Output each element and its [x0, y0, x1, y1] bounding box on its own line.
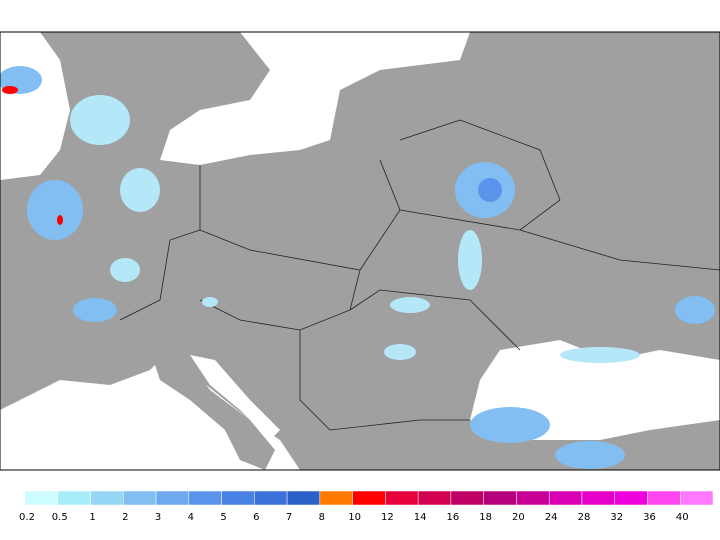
legend-label: 6: [253, 512, 259, 523]
precipitation: [0, 66, 715, 469]
rain-area: [478, 178, 502, 202]
legend-label: 14: [414, 512, 427, 523]
legend-label: 16: [447, 512, 460, 523]
legend-label: 12: [381, 512, 394, 523]
legend-label: 1: [89, 512, 95, 523]
legend-swatch: [647, 490, 681, 506]
legend-label: 0.2: [19, 512, 35, 523]
mediterranean-sea: [0, 350, 300, 470]
rain-area: [73, 298, 117, 322]
legend-swatch: [450, 490, 484, 506]
rain-area: [110, 258, 140, 282]
legend-label: 36: [643, 512, 656, 523]
legend-swatch: [286, 490, 321, 506]
legend-swatch: [417, 490, 452, 506]
legend-label: 40: [676, 512, 689, 523]
legend-swatch: [254, 490, 288, 506]
color-legend: 0.2 0.5 1 2 3 4 5 6 7 8 10 12 14 16 18 20 24 28 32 36 40: [19, 490, 714, 523]
map: [0, 31, 720, 471]
rain-area: [27, 180, 83, 240]
italy: [150, 345, 275, 470]
legend-label: 4: [188, 512, 194, 523]
legend-swatch: [57, 490, 91, 506]
legend-swatch: [483, 490, 517, 506]
adriatic-sea: [190, 355, 280, 440]
legend-label: 32: [610, 512, 623, 523]
legend-label: 0.5: [52, 512, 68, 523]
legend-swatch: [516, 490, 550, 506]
rain-area: [555, 441, 625, 469]
legend-swatch: [385, 490, 419, 506]
legend-label: 18: [479, 512, 492, 523]
legend-swatch: [24, 490, 59, 506]
rain-area: [70, 95, 130, 145]
legend-label: 10: [348, 512, 361, 523]
rain-area: [384, 344, 416, 360]
rain-area: [2, 86, 18, 94]
legend-label: 28: [578, 512, 591, 523]
legend-label: 7: [286, 512, 292, 523]
legend-swatch: [614, 490, 648, 506]
rain-area: [458, 230, 482, 290]
rain-area: [470, 407, 550, 443]
legend-swatch: [319, 490, 353, 506]
legend-swatch: [352, 490, 386, 506]
legend-label: 20: [512, 512, 525, 523]
legend-swatch: [155, 490, 190, 506]
legend-swatch: [679, 490, 714, 506]
legend-label: 24: [545, 512, 558, 523]
legend-swatch: [90, 490, 124, 506]
rain-area: [202, 297, 218, 307]
legend-swatch: [548, 490, 583, 506]
baltic-sea: [160, 32, 470, 165]
map-frame: [0, 31, 720, 471]
rain-area: [120, 168, 160, 212]
legend-swatch: [581, 490, 615, 506]
rain-area: [57, 215, 63, 225]
legend-label: 5: [220, 512, 226, 523]
legend-label: 2: [122, 512, 128, 523]
rain-area: [390, 297, 430, 313]
rain-area: [560, 347, 640, 363]
legend-label: 8: [319, 512, 325, 523]
legend-swatch: [188, 490, 222, 506]
legend-swatch: [123, 490, 157, 506]
rain-area: [675, 296, 715, 324]
legend-swatch: [221, 490, 255, 506]
legend-label: 3: [155, 512, 161, 523]
borders: [119, 119, 720, 431]
